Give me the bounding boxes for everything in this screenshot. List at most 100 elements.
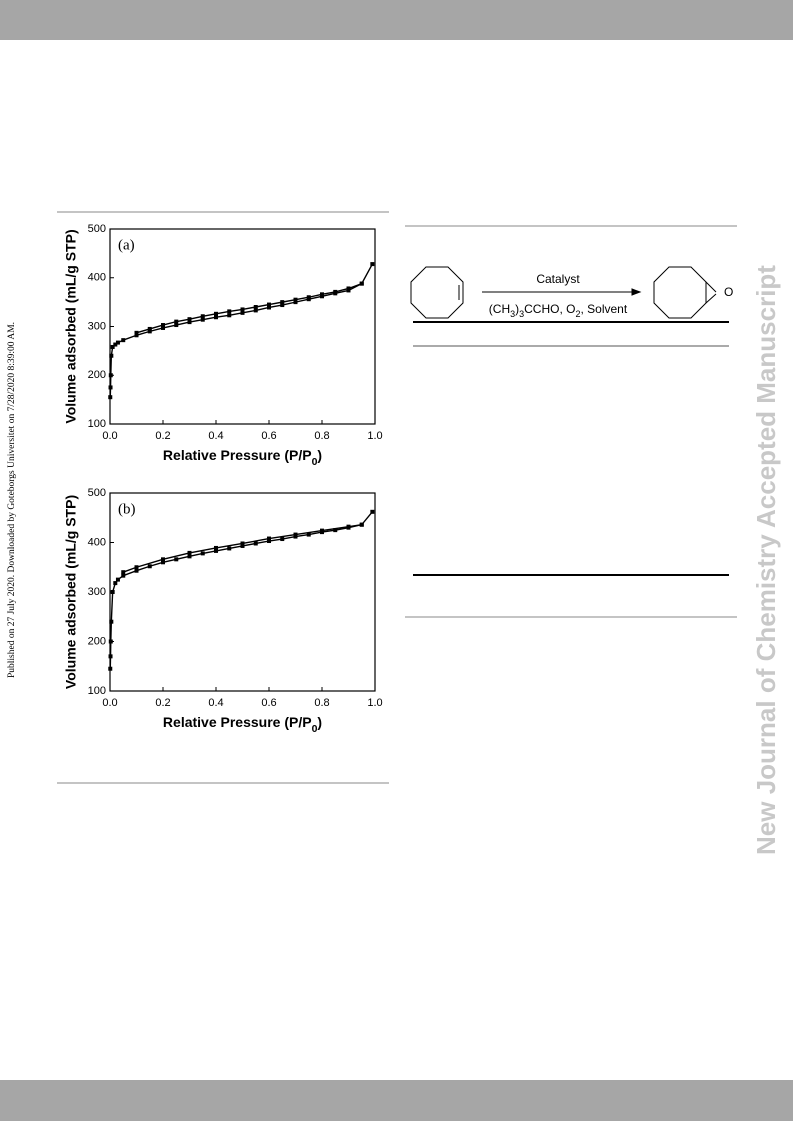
data-point: [280, 537, 285, 542]
cyclooctene: [410, 266, 464, 319]
x-tick-label: 0.2: [155, 697, 170, 709]
header-bar: [0, 0, 793, 40]
data-point: [346, 524, 351, 529]
data-point: [267, 536, 271, 541]
data-point: [214, 548, 218, 553]
x-axis-label: Relative Pressure (P/P0): [163, 447, 322, 468]
data-point: [108, 639, 113, 644]
data-point: [115, 577, 120, 582]
data-point: [108, 373, 113, 378]
y-axis-label: Volume adsorbed (mL/g STP): [63, 495, 79, 689]
data-point: [121, 338, 126, 343]
x-tick-label: 0.0: [102, 430, 117, 442]
data-point: [214, 311, 218, 316]
data-point: [370, 262, 375, 267]
y-tick-label: 200: [88, 635, 106, 647]
data-point: [113, 581, 118, 586]
data-point: [227, 309, 232, 314]
data-point: [161, 557, 165, 562]
x-tick-label: 0.6: [261, 430, 276, 442]
subscript: 3: [519, 309, 524, 319]
data-point: [187, 554, 192, 559]
y-tick-label: 100: [88, 685, 106, 697]
data-point: [200, 317, 205, 322]
subscript: 2: [575, 309, 580, 319]
data-point: [108, 666, 113, 671]
panel-label: (b): [118, 501, 136, 517]
epoxide-bond: [705, 293, 717, 304]
data-point: [115, 340, 120, 345]
data-point: [161, 323, 165, 328]
epoxide-bond: [705, 281, 717, 293]
data-point: [134, 568, 139, 573]
reaction-catalyst: Catalyst: [536, 272, 580, 286]
data-point: [227, 313, 232, 318]
x-axis-label: Relative Pressure (P/P0): [163, 714, 322, 735]
x-tick-label: 1.0: [367, 697, 382, 709]
data-point: [214, 315, 218, 320]
plot-frame: [109, 492, 376, 692]
data-point: [293, 300, 298, 305]
data-point: [121, 570, 126, 575]
data-point: [240, 310, 245, 315]
data-point: [174, 323, 179, 328]
isotherm-line: [109, 511, 373, 669]
data-point: [161, 325, 165, 330]
data-point: [320, 292, 324, 297]
data-point: [370, 509, 375, 514]
data-point: [147, 564, 152, 569]
y-tick-label: 200: [88, 369, 106, 381]
data-point: [253, 541, 258, 546]
y-tick-label: 300: [88, 320, 106, 332]
data-point: [108, 654, 113, 659]
data-point: [359, 281, 364, 286]
data-point: [147, 326, 152, 331]
data-point: [187, 317, 192, 322]
data-point: [333, 289, 338, 294]
data-point: [333, 528, 338, 533]
data-point: [306, 295, 311, 300]
data-point: [253, 308, 258, 313]
x-tick-label: 1.0: [367, 430, 382, 442]
data-point: [280, 300, 285, 305]
text-part: ): [515, 302, 519, 316]
y-tick-label: 500: [88, 223, 106, 235]
footer-bar: [0, 1080, 793, 1121]
data-point: [134, 333, 139, 338]
x-tick-label: 0.8: [314, 697, 329, 709]
isotherm-line: [136, 282, 362, 334]
text-part: ): [317, 447, 322, 463]
data-point: [214, 545, 218, 550]
x-tick-label: 0.8: [314, 430, 329, 442]
x-tick-label: 0.4: [208, 430, 223, 442]
subscript: 3: [510, 309, 515, 319]
data-point: [108, 385, 113, 390]
x-tick-label: 0.4: [208, 697, 223, 709]
data-point: [174, 557, 179, 562]
data-point: [306, 532, 311, 537]
arrow-head: [631, 288, 642, 296]
text-part: Relative Pressure (P/P: [163, 714, 312, 730]
scheme-structures: [410, 266, 717, 319]
y-tick-label: 100: [88, 418, 106, 430]
side-note: Published on 27 July 2020. Downloaded by…: [7, 322, 17, 678]
data-point: [109, 619, 114, 624]
x-tick-label: 0.2: [155, 430, 170, 442]
text-part: CCHO, O: [524, 302, 575, 316]
data-point: [174, 319, 179, 324]
data-point: [346, 286, 351, 291]
subscript: 0: [312, 456, 318, 468]
data-point: [200, 314, 205, 319]
y-tick-label: 400: [88, 272, 106, 284]
data-point: [267, 305, 271, 310]
data-point: [200, 551, 205, 556]
data-point: [121, 573, 126, 578]
text-part: ): [317, 714, 322, 730]
data-point: [240, 307, 245, 312]
data-point: [280, 303, 285, 308]
watermark: New Journal of Chemistry Accepted Manusc…: [751, 265, 781, 855]
data-point: [187, 550, 192, 555]
data-point: [240, 543, 245, 548]
